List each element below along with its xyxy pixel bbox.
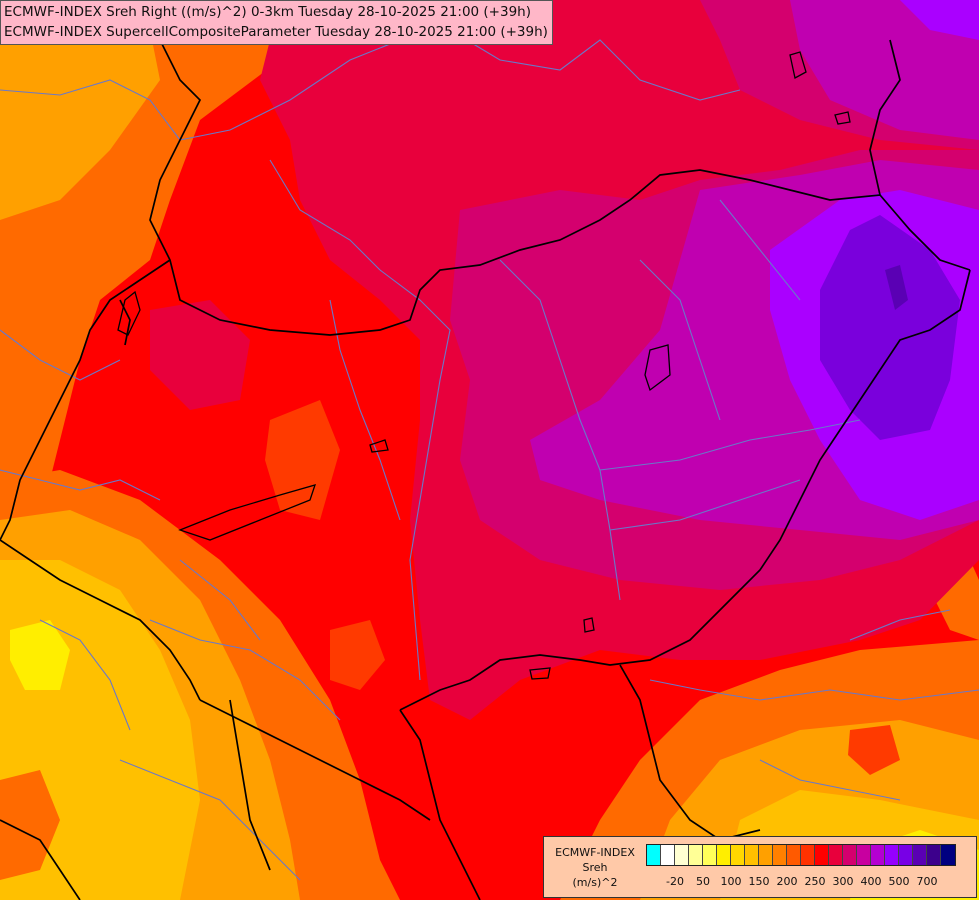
legend-swatch-15 <box>857 845 871 865</box>
field-orange-southwest-patch <box>0 770 60 880</box>
legend-swatch-1 <box>661 845 675 865</box>
legend-swatch-5 <box>717 845 731 865</box>
legend-title: ECMWF-INDEX Sreh (m/s)^2 <box>548 845 642 890</box>
legend-swatch-12 <box>815 845 829 865</box>
legend-swatch-11 <box>801 845 815 865</box>
map-title-line-1: ECMWF-INDEX Sreh Right ((m/s)^2) 0-3km T… <box>4 4 531 20</box>
legend-swatch-2 <box>675 845 689 865</box>
admin-borders <box>0 29 979 881</box>
legend-swatch-8 <box>759 845 773 865</box>
legend-swatch-4 <box>703 845 717 865</box>
legend-swatch-0 <box>647 845 661 865</box>
field-redorange-central-1 <box>265 400 340 520</box>
legend-swatch-16 <box>871 845 885 865</box>
legend-tick-label: 700 <box>916 875 938 888</box>
legend-color-bar <box>646 844 956 866</box>
legend-tick-label: 300 <box>832 875 854 888</box>
legend-swatch-14 <box>843 845 857 865</box>
legend-tick-label: 150 <box>748 875 770 888</box>
field-purple-north <box>790 0 979 140</box>
legend-swatch-6 <box>731 845 745 865</box>
legend-tick-label: 100 <box>720 875 742 888</box>
field-indigo-east <box>820 215 960 440</box>
legend-title-line-3: (m/s)^2 <box>572 876 618 889</box>
legend-swatch-19 <box>913 845 927 865</box>
legend-swatch-17 <box>885 845 899 865</box>
map-title-box: ECMWF-INDEX Sreh Right ((m/s)^2) 0-3km T… <box>0 0 553 45</box>
legend-tick-label: 50 <box>696 875 710 888</box>
field-gold-west <box>0 30 160 220</box>
legend-title-line-1: ECMWF-INDEX <box>555 846 635 859</box>
field-crimson-west <box>150 300 250 410</box>
legend-tick-label: -20 <box>666 875 684 888</box>
legend-swatch-20 <box>927 845 941 865</box>
field-deep-indigo-east <box>885 265 908 310</box>
lakes <box>117 51 851 680</box>
legend-tick-label: 500 <box>888 875 910 888</box>
field-red-southeast-patch <box>848 725 900 775</box>
legend-swatch-21 <box>941 845 955 865</box>
color-scale-legend: ECMWF-INDEX Sreh (m/s)^2 -20 50 100 150 200 2… <box>543 836 977 898</box>
legend-swatch-7 <box>745 845 759 865</box>
legend-tick-label: 400 <box>860 875 882 888</box>
legend-swatch-10 <box>787 845 801 865</box>
legend-swatch-13 <box>829 845 843 865</box>
field-violet-north <box>900 0 979 40</box>
legend-tick-label: 200 <box>776 875 798 888</box>
legend-swatch-18 <box>899 845 913 865</box>
legend-swatch-3 <box>689 845 703 865</box>
legend-tick-label: 250 <box>804 875 826 888</box>
legend-title-line-2: Sreh <box>582 861 608 874</box>
map-title-line-2: ECMWF-INDEX SupercellCompositeParameter … <box>4 24 548 40</box>
legend-swatch-9 <box>773 845 787 865</box>
field-redorange-central-2 <box>330 620 385 690</box>
field-yellow-southwest <box>10 620 70 690</box>
